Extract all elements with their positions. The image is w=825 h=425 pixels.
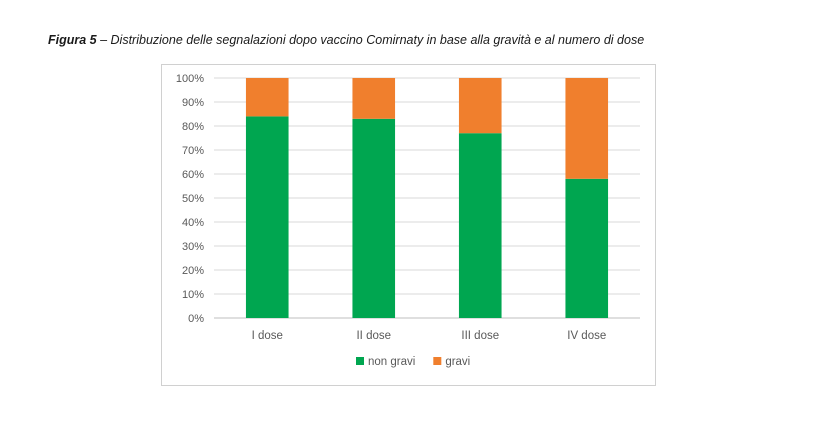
legend-swatch (356, 357, 364, 365)
x-tick-label: III dose (461, 330, 499, 342)
y-axis-ticks: 0% 10% 20% 30% 40% 50% 60% 70% 80% 90% 100% (176, 73, 204, 325)
legend-swatch (433, 357, 442, 365)
figure-caption-text: – Distribuzione delle segnalazioni dopo … (96, 33, 645, 47)
bar-segment (352, 78, 396, 119)
y-tick-label: 70% (182, 145, 204, 157)
y-tick-label: 0% (188, 313, 204, 325)
bar-segment (565, 78, 609, 179)
y-tick-label: 40% (182, 217, 204, 229)
x-tick-label: IV dose (567, 330, 606, 342)
x-tick-label: I dose (252, 330, 283, 342)
figure-number: Figura 5 (48, 33, 97, 47)
y-tick-label: 50% (182, 193, 204, 205)
legend: non gravi gravi (356, 356, 470, 368)
bar-segment (458, 78, 502, 134)
figure-caption: Figura 5 – Distribuzione delle segnalazi… (48, 33, 644, 47)
y-tick-label: 80% (182, 121, 204, 133)
legend-label: non gravi (368, 356, 415, 368)
x-axis-labels: I dose II dose III dose IV dose (252, 330, 607, 342)
y-tick-label: 20% (182, 265, 204, 277)
bars (245, 78, 609, 319)
bar-segment (458, 133, 502, 318)
legend-label: gravi (445, 356, 470, 368)
bar-segment (352, 118, 396, 318)
y-tick-label: 30% (182, 241, 204, 253)
x-tick-label: II dose (356, 330, 391, 342)
bar-segment (245, 78, 289, 117)
y-tick-label: 10% (182, 289, 204, 301)
y-tick-label: 100% (176, 73, 204, 85)
bar-segment (565, 178, 609, 318)
y-tick-label: 60% (182, 169, 204, 181)
y-tick-label: 90% (182, 97, 204, 109)
bar-segment (245, 116, 289, 319)
